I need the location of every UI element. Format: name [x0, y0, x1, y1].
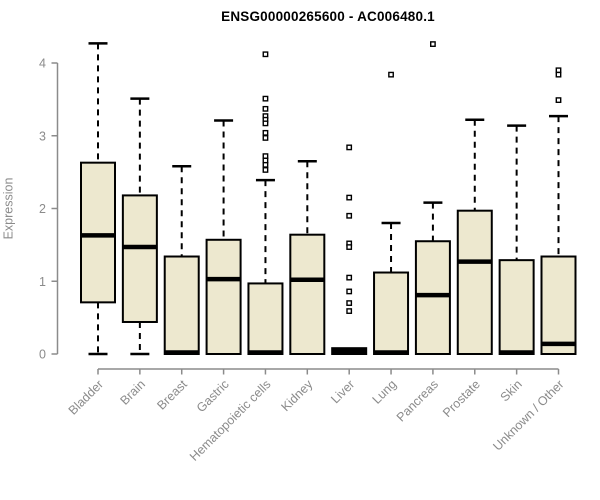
box-hematopoietic-cells [247, 282, 284, 355]
box-pancreas [414, 240, 451, 355]
x-tick-label-gastric: Gastric [194, 377, 232, 415]
x-tick-label-unknown-other: Unknown / Other [490, 377, 566, 453]
box-breast [163, 255, 200, 356]
y-tick-label-4: 4 [39, 57, 46, 71]
x-tick-label-breast: Breast [154, 377, 190, 413]
x-tick-label-hematopoietic-cells: Hematopoietic cells [187, 377, 274, 464]
chart-title: ENSG00000265600 - AC006480.1 [221, 9, 435, 24]
box-bladder [80, 161, 116, 304]
outlier-liver-4 [346, 244, 353, 250]
outlier-hematopoietic-cells-7 [262, 135, 269, 141]
box-kidney [289, 233, 326, 355]
box-brain [121, 194, 158, 323]
outlier-liver-7 [346, 300, 353, 306]
outlier-liver-8 [346, 308, 353, 314]
y-tick-label-3: 3 [39, 129, 46, 143]
box-lung [373, 271, 410, 355]
outlier-liver-6 [346, 288, 353, 295]
x-tick-label-liver: Liver [328, 377, 357, 406]
x-tick-label-lung: Lung [370, 377, 400, 407]
outlier-liver-2 [346, 212, 353, 219]
x-tick-label-prostate: Prostate [440, 377, 483, 420]
box-prostate [456, 209, 493, 355]
outlier-hematopoietic-cells-11 [262, 167, 269, 173]
outlier-hematopoietic-cells-2 [262, 105, 269, 112]
outlier-liver-0 [346, 144, 353, 151]
y-tick-label-0: 0 [39, 348, 46, 362]
x-tick-label-brain: Brain [117, 377, 148, 408]
x-tick-label-kidney: Kidney [279, 377, 316, 414]
outlier-unknown-other-1 [555, 71, 562, 78]
x-tick-label-bladder: Bladder [66, 377, 106, 417]
outlier-unknown-other-2 [555, 97, 562, 104]
outlier-hematopoietic-cells-10 [262, 161, 269, 168]
outlier-lung-0 [388, 71, 394, 78]
outlier-hematopoietic-cells-5 [262, 120, 269, 127]
outlier-hematopoietic-cells-0 [262, 51, 269, 58]
y-tick-label-2: 2 [39, 202, 46, 216]
outlier-liver-5 [346, 274, 353, 281]
outlier-hematopoietic-cells-1 [262, 95, 269, 102]
outlier-pancreas-0 [430, 41, 436, 47]
x-tick-label-pancreas: Pancreas [394, 377, 441, 424]
box-skin [498, 259, 535, 355]
box-gastric [205, 238, 242, 355]
box-unknown-other [540, 255, 577, 356]
outlier-hematopoietic-cells-6 [262, 129, 269, 136]
x-tick-label-skin: Skin [498, 377, 525, 404]
y-tick-label-1: 1 [39, 275, 46, 289]
outlier-liver-1 [346, 194, 353, 201]
